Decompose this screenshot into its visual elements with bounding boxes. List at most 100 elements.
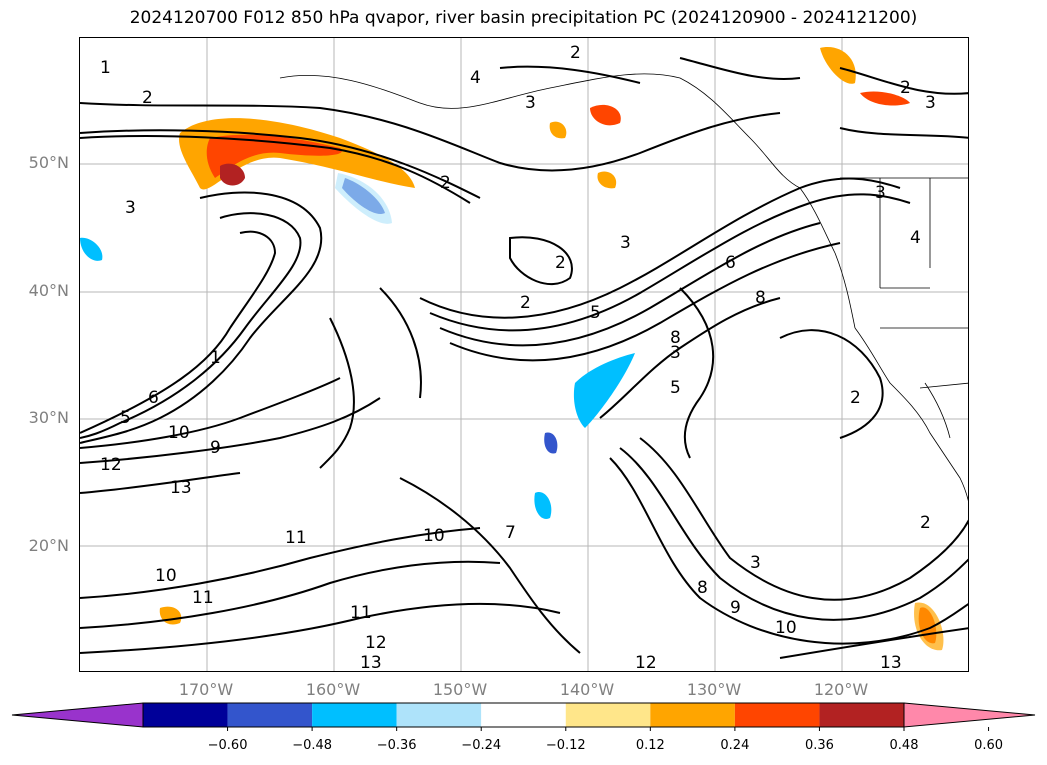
contour-label: 5 <box>120 408 131 428</box>
contour-line <box>80 377 341 449</box>
lat-label-20n: 20°N <box>28 536 69 555</box>
contour-line <box>319 317 355 469</box>
colorbar-segment <box>143 703 228 727</box>
anomaly-positive-se2 <box>914 602 944 651</box>
coastline-bc <box>799 187 856 329</box>
colorbar-tick-label: −0.12 <box>545 738 586 753</box>
lon-label-140w: 140°W <box>559 680 615 699</box>
contour-line <box>779 627 968 659</box>
colorbar-tick-label: 0.36 <box>804 738 834 753</box>
contour-line <box>80 602 561 654</box>
colorbar-tick-label: 0.24 <box>720 738 750 753</box>
contour-label: 12 <box>100 455 122 475</box>
contour-line <box>80 102 781 172</box>
colorbar-segment <box>481 703 566 727</box>
contour-labels: 2 1 3 4 2 2 2 2 5 3 3 3 1 6 5 10 9 12 11… <box>100 43 936 672</box>
contour-line <box>379 287 422 399</box>
colorbar-tick-label: 0.12 <box>635 738 665 753</box>
lat-label-50n: 50°N <box>28 153 69 172</box>
lat-label-30n: 30°N <box>28 408 69 427</box>
lon-label-130w: 130°W <box>686 680 742 699</box>
colorbar-tick-label: 0.48 <box>889 738 919 753</box>
anomaly-positive-ne <box>820 47 856 84</box>
contour-line <box>609 457 968 645</box>
figure-title: 2024120700 F012 850 hPa qvapor, river ba… <box>129 8 918 28</box>
contour-label: 3 <box>670 343 681 363</box>
contour-line <box>499 65 641 84</box>
contour-line <box>679 57 801 80</box>
contour-label: 2 <box>570 43 581 63</box>
contour-label: 13 <box>880 653 902 672</box>
contour-line <box>639 437 968 601</box>
contour-label: 1 <box>210 348 221 368</box>
lon-label-120w: 120°W <box>813 680 869 699</box>
colorbar-extend-max <box>903 702 1036 728</box>
coastline-westus <box>854 327 968 501</box>
anomaly-positive-sw <box>159 606 182 625</box>
contour-label: 2 <box>900 78 911 98</box>
contour-label: 3 <box>620 233 631 253</box>
contour-label: 10 <box>423 526 445 546</box>
contour-label: 3 <box>525 93 536 113</box>
colorbar-segment <box>734 703 820 727</box>
colorbar-tick-label: −0.24 <box>461 738 502 753</box>
colorbar-segment <box>312 703 397 727</box>
contour-line <box>839 67 968 95</box>
contour-label: 4 <box>470 68 481 88</box>
colorbar-segments <box>11 702 1036 731</box>
anomaly-positive-ne2 <box>860 91 910 106</box>
contour-label: 13 <box>360 653 382 672</box>
colorbar-tick-label: −0.60 <box>207 738 248 753</box>
coastline-alaska <box>279 73 801 189</box>
anomaly-positive-mid3 <box>597 171 617 189</box>
colorbar-segment <box>396 703 482 727</box>
contour-label: 10 <box>168 423 190 443</box>
contour-label: 12 <box>365 633 387 653</box>
border-us-mexico <box>919 382 968 389</box>
contour-line <box>80 191 323 444</box>
lat-label-40n: 40°N <box>28 281 69 300</box>
contour-label: 8 <box>697 578 708 598</box>
contour-label: 1 <box>100 58 111 78</box>
contour-line <box>679 287 715 459</box>
contour-label: 5 <box>590 303 601 323</box>
colorbar-segment <box>227 703 313 727</box>
contour-label: 9 <box>730 598 741 618</box>
contour-line <box>80 527 481 599</box>
anomaly-positive-mid2 <box>549 121 567 139</box>
contour-label: 4 <box>910 228 921 248</box>
contour-label: 6 <box>725 253 736 273</box>
colorbar <box>11 702 1036 731</box>
contour-line <box>80 560 501 629</box>
colorbar-segment <box>565 703 651 727</box>
contour-label: 3 <box>875 183 886 203</box>
contour-label: 3 <box>925 93 936 113</box>
contour-label: 6 <box>148 388 159 408</box>
colorbar-tick-label: 0.60 <box>974 738 1004 753</box>
coastlines <box>279 73 968 501</box>
contour-label: 9 <box>210 438 221 458</box>
contour-label: 5 <box>670 378 681 398</box>
contour-line <box>429 193 911 332</box>
colorbar-frame <box>142 702 905 728</box>
contour-label: 10 <box>775 618 797 638</box>
contour-line <box>80 135 471 204</box>
contour-line <box>399 477 581 654</box>
anomaly-core-gulf-alaska <box>220 163 245 186</box>
contour-label: 11 <box>192 588 214 608</box>
contour-line <box>779 329 884 439</box>
contour-label: 2 <box>520 293 531 313</box>
contour-label: 12 <box>635 653 657 672</box>
lon-label-170w: 170°W <box>178 680 234 699</box>
contour-line <box>80 230 277 434</box>
map-canvas: 2 1 3 4 2 2 2 2 5 3 3 3 1 6 5 10 9 12 11… <box>80 38 968 672</box>
anomaly-light-gulf <box>335 173 392 224</box>
contour-line <box>449 242 841 362</box>
contour-line <box>80 472 241 494</box>
contour-line <box>619 447 968 621</box>
colorbar-tick-label: −0.48 <box>292 738 333 753</box>
contour-line <box>509 236 573 285</box>
contour-line <box>839 127 968 139</box>
contour-label: 13 <box>170 478 192 498</box>
anomaly-negative-tropic <box>534 492 552 519</box>
